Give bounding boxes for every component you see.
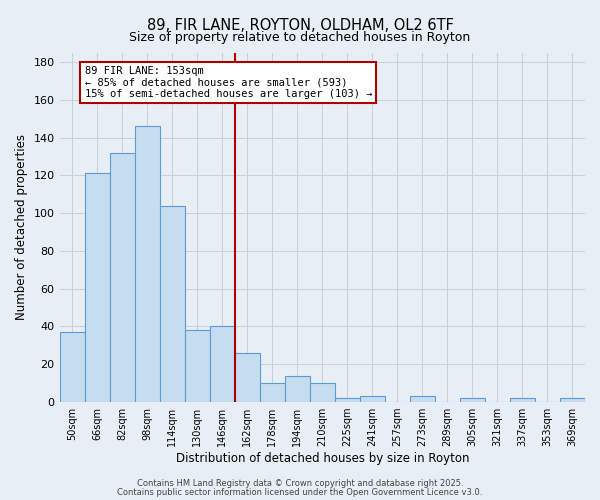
Bar: [235, 353, 260, 402]
Y-axis label: Number of detached properties: Number of detached properties: [15, 134, 28, 320]
Bar: [59, 332, 85, 402]
X-axis label: Distribution of detached houses by size in Royton: Distribution of detached houses by size …: [176, 452, 469, 465]
Bar: [110, 152, 134, 402]
Bar: [460, 398, 485, 402]
Text: Size of property relative to detached houses in Royton: Size of property relative to detached ho…: [130, 31, 470, 44]
Text: 89, FIR LANE, ROYTON, OLDHAM, OL2 6TF: 89, FIR LANE, ROYTON, OLDHAM, OL2 6TF: [146, 18, 454, 32]
Bar: [285, 376, 310, 402]
Bar: [510, 398, 535, 402]
Bar: [209, 326, 235, 402]
Bar: [335, 398, 360, 402]
Bar: [410, 396, 435, 402]
Bar: [160, 206, 185, 402]
Text: Contains public sector information licensed under the Open Government Licence v3: Contains public sector information licen…: [118, 488, 482, 497]
Bar: [134, 126, 160, 402]
Bar: [560, 398, 585, 402]
Text: 89 FIR LANE: 153sqm
← 85% of detached houses are smaller (593)
15% of semi-detac: 89 FIR LANE: 153sqm ← 85% of detached ho…: [85, 66, 372, 99]
Bar: [360, 396, 385, 402]
Bar: [310, 383, 335, 402]
Bar: [260, 383, 285, 402]
Text: Contains HM Land Registry data © Crown copyright and database right 2025.: Contains HM Land Registry data © Crown c…: [137, 479, 463, 488]
Bar: [85, 174, 110, 402]
Bar: [185, 330, 209, 402]
